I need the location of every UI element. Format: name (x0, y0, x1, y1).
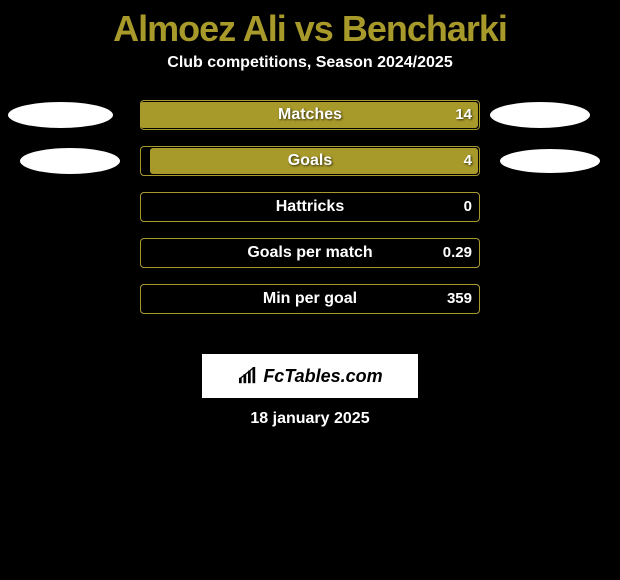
title-player2: Bencharki (342, 8, 507, 49)
title-vs: vs (286, 8, 342, 49)
title-player1: Almoez Ali (113, 8, 286, 49)
stat-value-right: 14 (455, 100, 472, 130)
stat-value-right: 359 (447, 284, 472, 314)
barchart-icon (237, 367, 259, 385)
brand: FcTables.com (237, 366, 382, 387)
stat-rows: Matches14 Goals4 Hattricks0 Goals per match… (0, 100, 620, 314)
stat-value-right: 0.29 (443, 238, 472, 268)
stat-label: Goals per match (140, 238, 480, 268)
stat-label: Goals (140, 146, 480, 176)
stat-value-right: 4 (464, 146, 472, 176)
player-photo-oval (8, 102, 113, 128)
page-title: Almoez Ali vs Bencharki (0, 0, 620, 54)
stat-row: Goals per match0.29 (0, 238, 620, 268)
player-photo-oval (490, 102, 590, 128)
brand-box: FcTables.com (202, 354, 418, 398)
stat-row: Min per goal359 (0, 284, 620, 314)
stat-label: Min per goal (140, 284, 480, 314)
subtitle: Club competitions, Season 2024/2025 (0, 54, 620, 100)
player-photo-oval (500, 149, 600, 173)
date: 18 january 2025 (0, 410, 620, 428)
stat-label: Matches (140, 100, 480, 130)
stat-row: Hattricks0 (0, 192, 620, 222)
player-photo-oval (20, 148, 120, 174)
brand-label: FcTables.com (263, 366, 382, 387)
stat-value-right: 0 (464, 192, 472, 222)
stat-label: Hattricks (140, 192, 480, 222)
